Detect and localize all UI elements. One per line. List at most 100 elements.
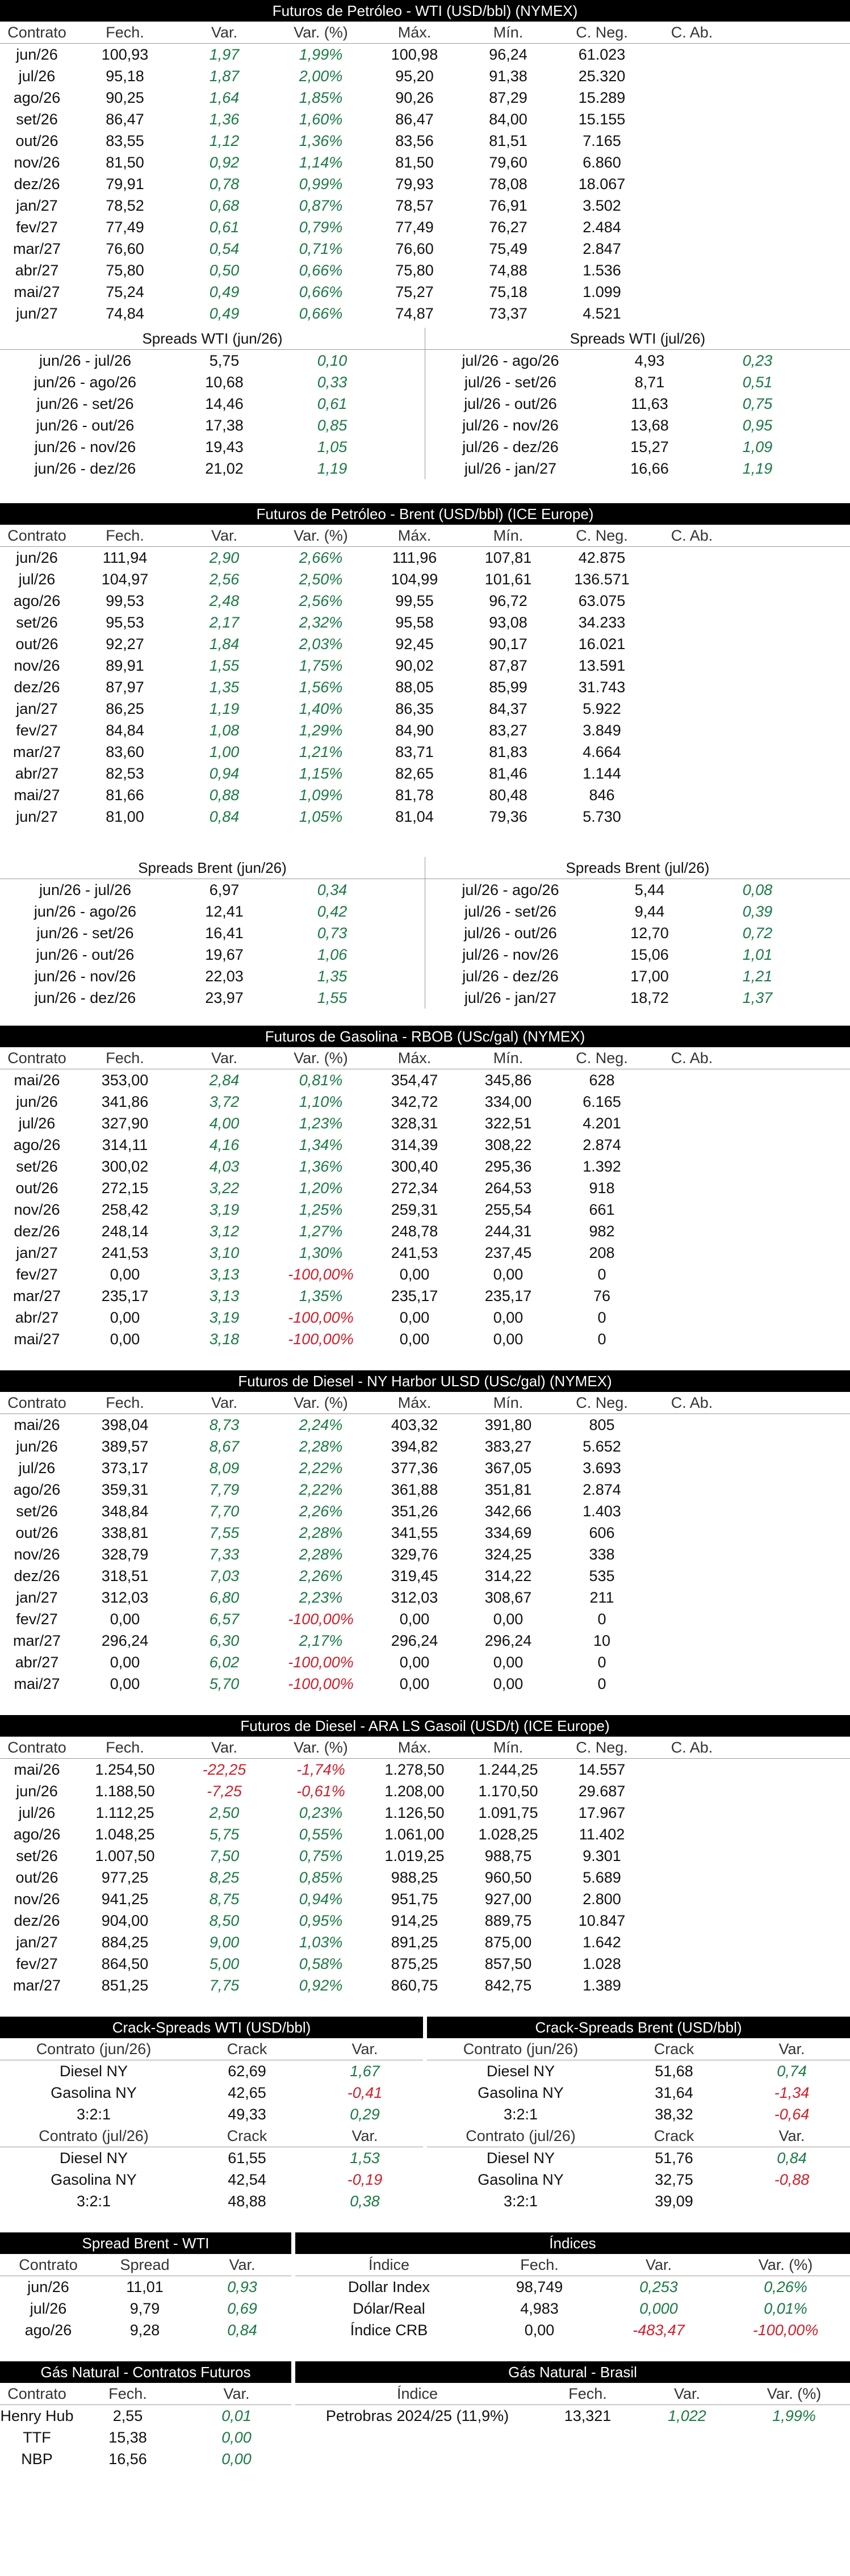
value-cell: 1,14% — [299, 154, 343, 171]
value-cell: 0,00 — [399, 1266, 430, 1283]
column-header: Fech. — [106, 1739, 144, 1756]
value-cell: 2,55 — [112, 2407, 143, 2424]
column-header: Índice — [396, 2385, 438, 2402]
spread-label: jun/26 - jul/26 — [39, 881, 132, 898]
brent-row: abr/27 82,53 0,94 1,15% 82,65 81,46 1.144 — [0, 763, 850, 784]
value-cell — [647, 1134, 736, 1156]
value-cell: 2,23% — [299, 1589, 343, 1606]
value-cell — [647, 1587, 736, 1608]
value-cell: 0,84 — [209, 808, 240, 825]
value-cell: 0,23% — [299, 1804, 343, 1821]
rbob-row: mai/27 0,00 3,18 -100,00% 0,00 0,00 0 — [0, 1328, 850, 1350]
value-cell: 25.320 — [578, 68, 626, 85]
value-cell: -100,00% — [288, 1266, 354, 1283]
brent_spreads-row: jun/26 - ago/26 12,41 0,42 — [0, 901, 425, 922]
value-cell: 0,26% — [764, 2278, 807, 2295]
value-cell: 1.170,50 — [478, 1783, 538, 1800]
spread-label: jun/26 - set/26 — [36, 925, 134, 942]
value-cell: 111,96 — [392, 549, 437, 566]
value-cell: 308,22 — [484, 1136, 532, 1153]
contract-cell: mar/27 — [12, 1977, 61, 1994]
value-cell: 84,90 — [395, 722, 434, 739]
value-cell: 237,45 — [484, 1244, 532, 1261]
value-cell — [647, 1630, 736, 1651]
value-cell: 83,71 — [395, 743, 434, 760]
spread-value: 14,46 — [205, 395, 244, 412]
column-header: C. Ab. — [671, 527, 713, 544]
brent_spreads-row: jul/26 - nov/26 15,06 1,01 — [425, 944, 850, 965]
indices-title: Índices — [295, 2232, 850, 2254]
crack-value: 51,68 — [655, 2063, 693, 2080]
value-cell: 0,00 — [110, 1331, 140, 1348]
value-cell: -100,00% — [288, 1309, 354, 1326]
value-cell: 914,25 — [391, 1912, 438, 1929]
value-cell: -0,61% — [296, 1783, 345, 1800]
value-cell: 7,75 — [209, 1977, 240, 1994]
column-header: Fech. — [520, 2256, 559, 2273]
ulsd-row: jun/26 389,57 8,67 2,28% 394,82 383,27 5.652 — [0, 1436, 850, 1457]
value-cell — [647, 1910, 736, 1931]
column-header: Contrato — [7, 2385, 66, 2402]
value-cell: 1,10% — [299, 1093, 343, 1110]
indices-row: Dólar/Real 4,983 0,000 0,01% — [295, 2298, 850, 2319]
crack-product: Gasolina NY — [478, 2171, 564, 2188]
value-cell — [647, 1177, 736, 1199]
spread-label: jun/26 - set/26 — [36, 395, 134, 412]
value-cell: 0,00 — [399, 1675, 430, 1692]
crack-product: 3:2:1 — [503, 2106, 538, 2123]
value-cell: 1,36% — [299, 1158, 343, 1175]
wti-row: mar/27 76,60 0,54 0,71% 76,60 75,49 2.847 — [0, 238, 850, 260]
value-cell — [647, 65, 736, 87]
value-cell — [647, 698, 736, 720]
wti_spreads-row: jun/26 - out/26 17,38 0,85 — [0, 415, 425, 436]
column-header: Mín. — [493, 1049, 524, 1067]
value-cell: 805 — [589, 1416, 615, 1433]
crack-value: 38,32 — [655, 2106, 693, 2123]
column-header: Var. — [211, 1049, 238, 1067]
brent_wti-title: Spread Brent - WTI — [0, 2232, 291, 2254]
value-cell: 308,67 — [484, 1589, 532, 1606]
value-cell: 16,56 — [108, 2450, 147, 2468]
value-cell: 2,90 — [209, 549, 240, 566]
value-cell: 0,00 — [221, 2429, 252, 2446]
value-cell: 1.028 — [583, 1955, 621, 1972]
value-cell: 3,18 — [209, 1331, 240, 1348]
column-header: Var. (%) — [767, 2385, 822, 2402]
value-cell: -1,74% — [296, 1761, 345, 1778]
gasoil-row: mai/26 1.254,50 -22,25 -1,74% 1.278,50 1.244,… — [0, 1759, 850, 1780]
rbob-row: out/26 272,15 3,22 1,20% 272,34 264,53 918 — [0, 1177, 850, 1199]
ulsd-header-row: Contrato Fech. Var. Var. (%) Máx. Mín. C. Neg.… — [0, 1392, 850, 1414]
spread-value: 10,68 — [205, 374, 244, 391]
value-cell: 95,20 — [395, 68, 434, 85]
brent-row: jan/27 86,25 1,19 1,40% 86,35 84,37 5.922 — [0, 698, 850, 720]
value-cell: 904,00 — [101, 1912, 149, 1929]
value-cell: 0,50 — [209, 262, 240, 279]
indices-row: Dollar Index 98,749 0,253 0,26% — [295, 2276, 850, 2298]
value-cell — [647, 1436, 736, 1457]
value-cell: 0,81% — [299, 1072, 343, 1089]
value-cell: 314,22 — [484, 1567, 532, 1584]
value-cell: 0 — [597, 1266, 606, 1283]
brent_spreads-left: Spreads Brent (jun/26) jun/26 - jul/26 6,9… — [0, 857, 425, 1009]
spread-value: 0,95 — [742, 417, 773, 434]
value-cell: 312,03 — [391, 1589, 438, 1606]
value-cell: 661 — [589, 1201, 615, 1218]
value-cell: 2,17 — [209, 614, 240, 631]
value-cell: 1.028,25 — [478, 1826, 538, 1843]
value-cell: 76,60 — [106, 240, 144, 257]
gas_futures-row: TTF 15,38 0,00 — [0, 2427, 291, 2448]
brent_spreads-row: jun/26 - out/26 19,67 1,06 — [0, 944, 425, 965]
spread-label: jul/26 - jan/27 — [464, 989, 557, 1006]
gas_brasil-table: Gás Natural - Brasil Índice Fech. Var. Var. … — [295, 2361, 850, 2470]
value-cell: 258,42 — [101, 1201, 149, 1218]
value-cell: 398,04 — [101, 1416, 149, 1433]
value-cell: 0 — [597, 1331, 606, 1348]
rbob-row: jul/26 327,90 4,00 1,23% 328,31 322,51 4.201 — [0, 1113, 850, 1134]
value-cell: 1,64 — [209, 89, 240, 106]
value-cell: 0 — [597, 1675, 606, 1692]
rbob-row: mai/26 353,00 2,84 0,81% 354,47 345,86 628 — [0, 1069, 850, 1091]
value-cell: 300,02 — [101, 1158, 149, 1175]
value-cell: 391,80 — [484, 1416, 532, 1433]
value-cell: 351,81 — [484, 1481, 532, 1498]
value-cell: 6,02 — [209, 1654, 240, 1671]
